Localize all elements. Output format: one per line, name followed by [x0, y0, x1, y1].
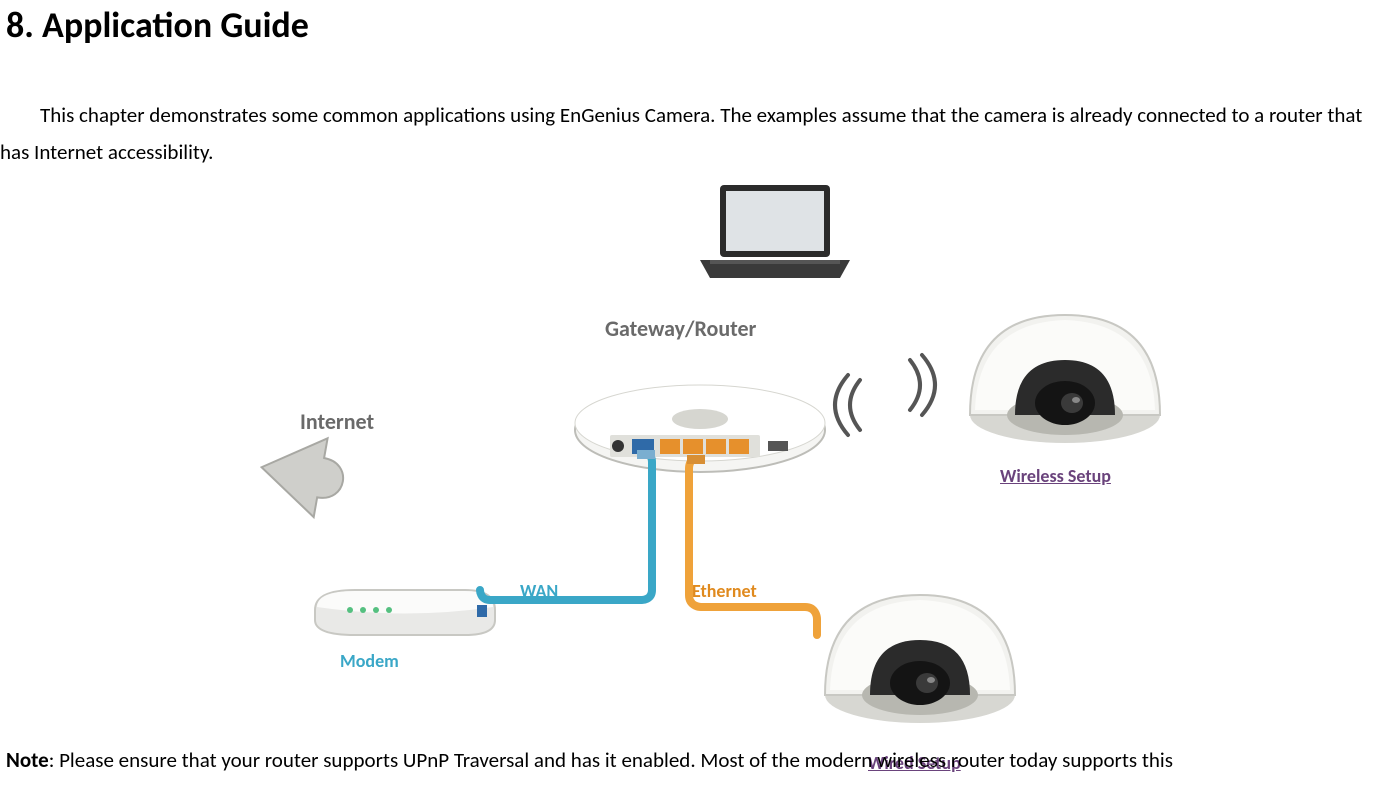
ethernet-label: Ethernet — [692, 580, 757, 602]
note-paragraph: Note: Please ensure that your router sup… — [0, 743, 1179, 779]
wireless-signal-right-icon — [890, 350, 950, 420]
wan-cable — [475, 450, 665, 620]
modem-label: Modem — [340, 650, 399, 672]
wan-label: WAN — [520, 580, 558, 602]
network-diagram: Internet Gateway/Router Modem WAN Ethern… — [260, 180, 1180, 730]
wireless-label: Wireless Setup — [1000, 465, 1111, 487]
camera-wireless-icon — [960, 265, 1170, 455]
ethernet-cable — [685, 455, 865, 655]
wireless-signal-left-icon — [820, 370, 880, 440]
internet-label: Internet — [300, 408, 374, 435]
page-title: 8. Application Guide — [0, 0, 1387, 47]
laptop-icon — [690, 180, 860, 290]
intro-paragraph: This chapter demonstrates some common ap… — [0, 97, 1387, 171]
gateway-label: Gateway/Router — [605, 315, 756, 342]
note-body: : Please ensure that your router support… — [49, 747, 1173, 773]
note-label: Note — [6, 747, 49, 773]
internet-arrow-icon — [260, 435, 350, 525]
